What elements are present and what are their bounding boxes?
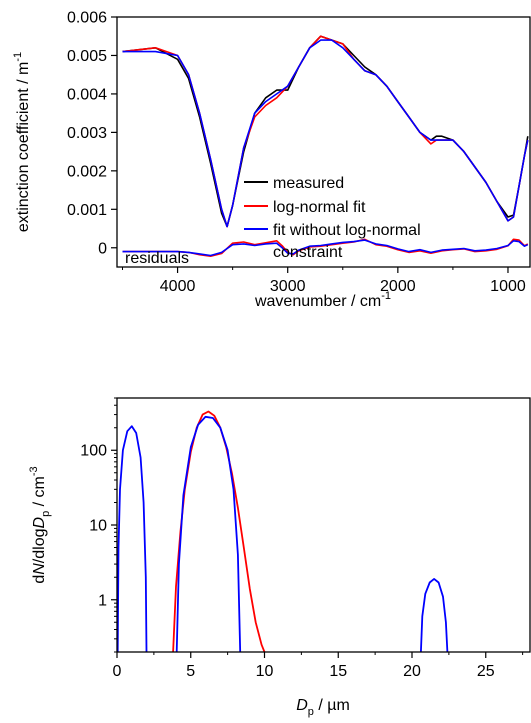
legend: measured log-normal fit fit without log-… <box>244 175 421 261</box>
chart-top: 4000 3000 2000 1000 0 0.001 0.002 0.003 0.004 0.… <box>12 10 531 310</box>
bottom-y-ticks: 1 10 100 <box>80 397 117 653</box>
bottom-x-tick-label: 5 <box>186 663 195 680</box>
bottom-series-group <box>117 410 449 652</box>
top-y-label-sup: -1 <box>12 52 24 62</box>
top-x-ticks: 4000 3000 2000 1000 <box>122 267 526 295</box>
top-y-tick-label: 0.002 <box>67 163 107 180</box>
top-series-group <box>122 35 529 258</box>
top-y-tick-label: 0.001 <box>67 202 107 219</box>
bottom-y-label-N: N <box>31 563 48 575</box>
top-y-tick-label: 0 <box>98 240 107 257</box>
bottom-x-tick-label: 0 <box>113 663 122 680</box>
top-x-label-sup: -1 <box>381 290 391 302</box>
top-x-tick-label: 1000 <box>490 278 526 295</box>
bottom-x-tick-label: 10 <box>256 663 274 680</box>
size-dist-log-normal-fit-mode-1 <box>172 410 266 652</box>
bottom-x-label-sub: p <box>308 706 314 718</box>
top-y-tick-label: 0.003 <box>67 125 107 142</box>
top-x-tick-label: 2000 <box>380 278 416 295</box>
bottom-y-tick-label: 10 <box>89 518 107 535</box>
size-dist-fit-without-log-normal-constraint-mode-2 <box>175 415 242 652</box>
top-x-tick-label: 4000 <box>160 278 196 295</box>
bottom-x-tick-label: 20 <box>403 663 421 680</box>
series-line-fit-without-log-normal-constraint <box>122 39 529 228</box>
top-x-tick-label: 3000 <box>270 278 306 295</box>
legend-label-constraint: constraint <box>273 244 343 261</box>
size-dist-fit-without-log-normal-constraint-mode-3 <box>420 578 449 652</box>
bottom-x-ticks: 0 5 10 15 20 25 <box>113 652 524 680</box>
bottom-y-axis-label: dN/dlogDp / cm-3 <box>28 466 52 583</box>
bottom-y-tick-label: 100 <box>80 443 107 460</box>
bottom-y-label-sup: -3 <box>28 466 40 476</box>
series-line-residuals-fit-without-constraint <box>122 239 529 257</box>
legend-label-fit-without: fit without log-normal <box>273 222 421 239</box>
top-y-axis-label: extinction coefficient / m-1 <box>12 52 32 232</box>
top-plot-frame <box>116 16 531 268</box>
bottom-x-label-italic: D <box>296 697 308 714</box>
bottom-y-tick-label: 1 <box>98 592 107 609</box>
bottom-y-label-unit: / cm <box>31 476 48 511</box>
bottom-x-tick-label: 25 <box>477 663 495 680</box>
size-dist-fit-without-log-normal-constraint-mode-1 <box>117 425 148 652</box>
top-x-axis-label: wavenumber / cm-1 <box>254 290 391 310</box>
bottom-x-axis-label: Dp / µm <box>296 697 350 718</box>
top-y-label-text: extinction coefficient / m <box>15 62 32 232</box>
top-y-ticks: 0 0.001 0.002 0.003 0.004 0.005 0.006 <box>67 10 117 257</box>
top-y-tick-label: 0.004 <box>67 86 107 103</box>
bottom-plot-frame <box>116 397 531 653</box>
legend-label-measured: measured <box>273 175 344 192</box>
bottom-y-label-d: d <box>31 575 48 584</box>
bottom-y-label-dlog: /dlog <box>31 528 48 563</box>
top-y-tick-label: 0.006 <box>67 10 107 27</box>
residuals-annotation: residuals <box>125 250 189 267</box>
top-y-tick-label: 0.005 <box>67 48 107 65</box>
top-x-label-text: wavenumber / cm <box>254 293 381 310</box>
bottom-y-label-p: p <box>40 511 52 517</box>
bottom-x-label-unit: / µm <box>314 697 350 714</box>
bottom-x-tick-label: 15 <box>329 663 347 680</box>
bottom-y-label-D: D <box>31 516 48 528</box>
legend-label-log-normal-fit: log-normal fit <box>273 199 366 216</box>
